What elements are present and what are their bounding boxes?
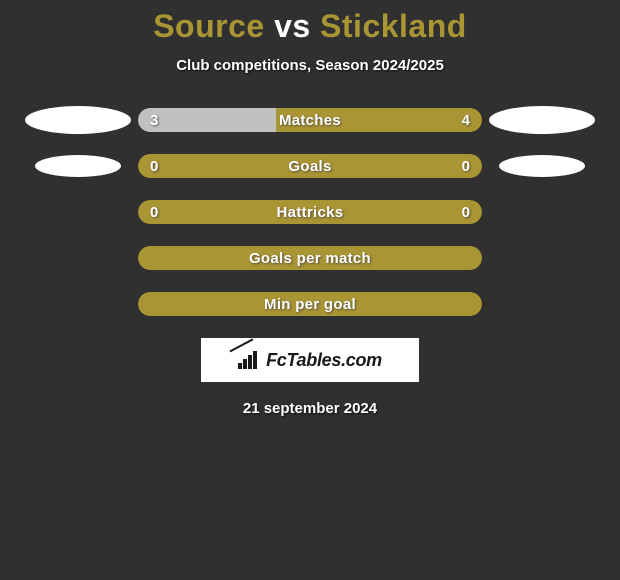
team-badge-placeholder — [25, 106, 131, 134]
comparison-card: Source vs Stickland Club competitions, S… — [0, 0, 620, 417]
right-badge-slot — [482, 292, 602, 316]
left-badge-slot — [18, 292, 138, 316]
right-badge-slot — [482, 108, 602, 132]
page-title: Source vs Stickland — [0, 8, 620, 45]
stat-row: Min per goal — [0, 292, 620, 316]
stat-label: Min per goal — [138, 296, 482, 313]
stat-row: 00Hattricks — [0, 200, 620, 224]
team-badge-placeholder — [35, 155, 121, 177]
stat-label: Goals — [138, 158, 482, 175]
right-badge-slot — [482, 246, 602, 270]
player-b-name: Stickland — [320, 8, 467, 44]
footer-date: 21 september 2024 — [0, 400, 620, 417]
stat-row: Goals per match — [0, 246, 620, 270]
stat-bar: 00Goals — [138, 154, 482, 178]
brand-chart-icon — [238, 351, 260, 369]
stat-bar: Goals per match — [138, 246, 482, 270]
stat-row: 34Matches — [0, 108, 620, 132]
left-badge-slot — [18, 246, 138, 270]
brand-name: FcTables.com — [266, 350, 382, 371]
left-badge-slot — [18, 108, 138, 132]
vs-label: vs — [274, 8, 311, 44]
stat-label: Matches — [138, 112, 482, 129]
player-a-name: Source — [153, 8, 264, 44]
team-badge-placeholder — [499, 155, 585, 177]
team-badge-placeholder — [489, 106, 595, 134]
subtitle: Club competitions, Season 2024/2025 — [0, 57, 620, 74]
left-badge-slot — [18, 200, 138, 224]
right-badge-slot — [482, 200, 602, 224]
stat-label: Goals per match — [138, 250, 482, 267]
stat-bar: Min per goal — [138, 292, 482, 316]
stat-rows: 34Matches 00Goals 00Hattricks Goals per mat… — [0, 108, 620, 316]
left-badge-slot — [18, 154, 138, 178]
brand-logo-box: FcTables.com — [201, 338, 419, 382]
stat-bar: 34Matches — [138, 108, 482, 132]
stat-label: Hattricks — [138, 204, 482, 221]
stat-bar: 00Hattricks — [138, 200, 482, 224]
stat-row: 00Goals — [0, 154, 620, 178]
right-badge-slot — [482, 154, 602, 178]
